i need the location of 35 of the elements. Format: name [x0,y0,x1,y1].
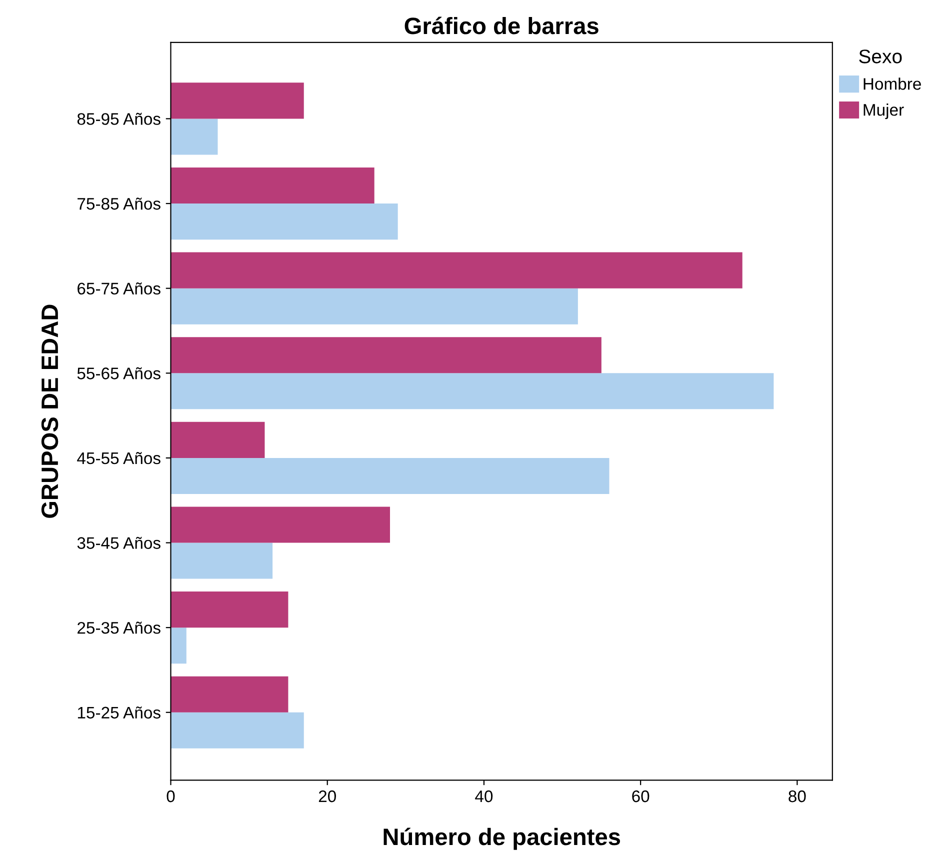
y-axis-title: GRUPOS DE EDAD [41,304,58,518]
x-tick-label: 60 [632,790,650,802]
y-tick-label: 35-45 Años [77,536,160,549]
x-tick-label: 20 [318,790,336,802]
bar [170,712,304,748]
bar [170,252,742,288]
chart-title: Gráfico de barras [404,16,598,34]
bar [170,592,288,628]
y-tick-label: 45-55 Años [77,452,160,464]
legend-label: Hombre [864,78,921,90]
x-tick-label: 80 [788,790,806,802]
x-tick-label: 0 [166,790,175,802]
bar [170,373,774,410]
y-tick-label: 55-65 Años [77,367,160,380]
bar [170,288,578,324]
bar [170,337,602,374]
bar [170,628,186,664]
bar [170,542,273,579]
y-tick-label: 25-35 Años [78,622,160,634]
y-tick-label: 75-85 Años [78,198,160,210]
y-tick-label: 15-25 Años [78,706,160,719]
x-axis-title: Número de pacientes [384,828,620,850]
legend-title: Sexo [859,50,902,64]
bar [170,506,390,543]
bar [170,118,218,155]
bar [170,458,610,494]
y-tick-label: 65-75 Años [78,282,160,295]
bar [170,676,288,712]
legend-label: Mujer [864,104,904,120]
bar [170,422,265,458]
x-tick-label: 40 [475,790,493,802]
bar [170,204,398,240]
bar [170,167,374,204]
bar [170,82,304,119]
y-tick-label: 85-95 Años [77,112,160,125]
